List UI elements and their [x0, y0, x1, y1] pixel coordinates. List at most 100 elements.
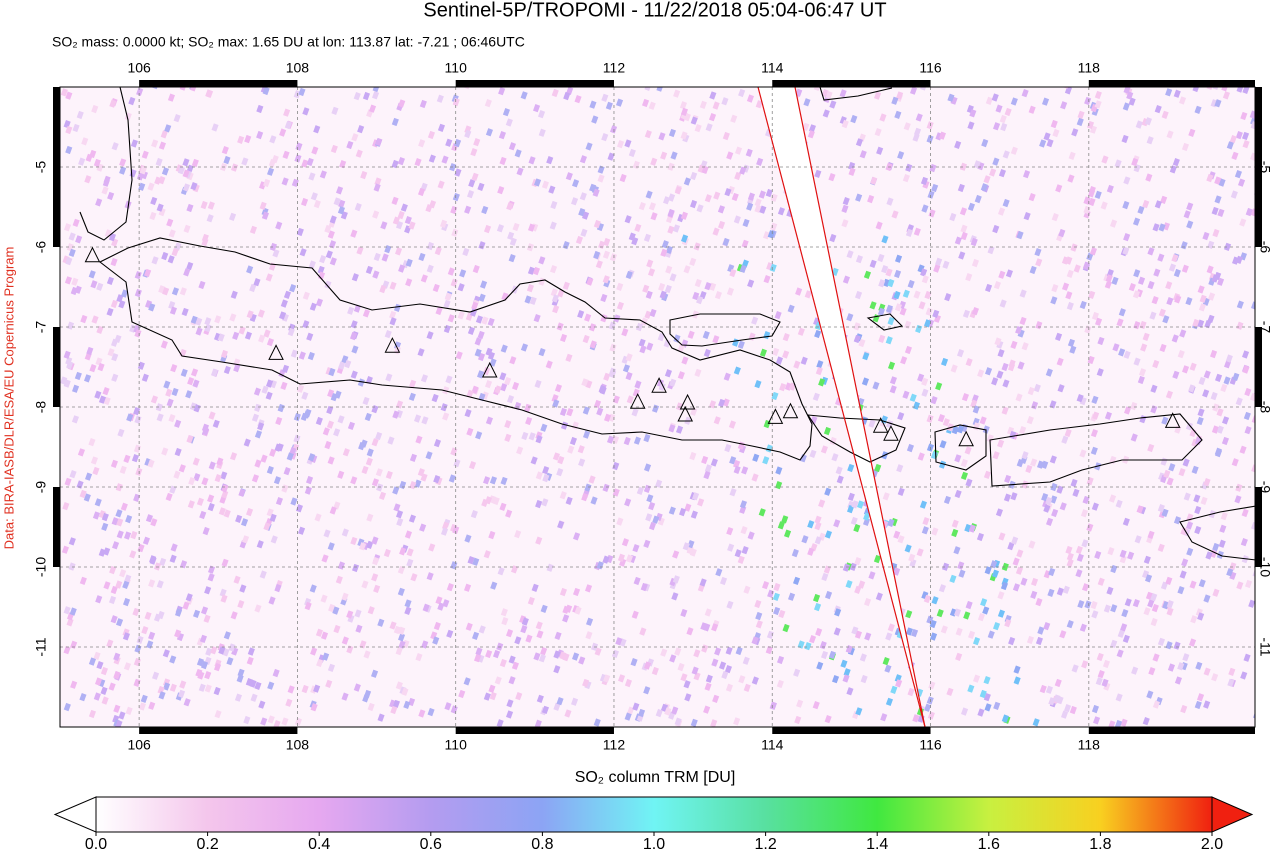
x-tick-label: 114	[761, 737, 784, 753]
so2-pixel	[1203, 370, 1211, 379]
so2-pixel	[1075, 569, 1083, 578]
colorbar-under	[53, 796, 97, 833]
so2-pixel	[230, 452, 238, 461]
so2-pixel	[536, 630, 544, 639]
so2-pixel	[955, 627, 963, 636]
so2-pixel	[1084, 600, 1092, 609]
so2-pixel	[367, 702, 375, 712]
so2-pixel	[453, 459, 461, 468]
so2-pixel	[484, 496, 492, 505]
so2-pixel	[1135, 120, 1143, 129]
so2-pixel	[1039, 139, 1047, 148]
so2-pixel	[113, 652, 121, 661]
so2-pixel	[715, 568, 723, 577]
so2-pixel	[375, 431, 383, 441]
so2-pixel	[1123, 176, 1131, 185]
so2-pixel	[1021, 342, 1029, 351]
so2-pixel	[249, 283, 257, 293]
so2-pixel	[364, 412, 372, 422]
so2-pixel	[150, 395, 158, 404]
so2-pixel	[230, 611, 238, 620]
so2-pixel	[123, 454, 131, 464]
so2-pixel	[239, 584, 247, 593]
so2-pixel	[842, 674, 850, 683]
so2-pixel	[405, 258, 413, 268]
so2-pixel	[230, 290, 238, 299]
so2-pixel	[403, 700, 411, 710]
so2-pixel	[775, 466, 783, 475]
so2-pixel	[79, 576, 87, 586]
so2-pixel	[777, 655, 785, 665]
so2-pixel	[885, 336, 893, 345]
so2-pixel	[855, 138, 863, 147]
so2-pixel	[102, 387, 110, 396]
so2-pixel	[584, 483, 592, 492]
so2-pixel	[474, 337, 482, 346]
so2-pixel	[917, 452, 925, 461]
so2-pixel	[361, 465, 369, 475]
x-tick-label: 112	[603, 737, 626, 753]
colorbar-tick-label: 1.0	[643, 836, 665, 853]
so2-pixel	[426, 572, 434, 581]
so2-pixel	[602, 483, 610, 493]
frame-bar	[1088, 80, 1255, 87]
so2-pixel	[477, 182, 485, 192]
so2-pixel	[915, 113, 923, 122]
so2-pixel	[148, 631, 156, 640]
colorbar-tick-label: 1.2	[754, 836, 776, 853]
so2-pixel	[1173, 268, 1181, 278]
so2-pixel	[103, 581, 111, 590]
so2-pixel	[1143, 555, 1151, 565]
so2-pixel	[1108, 494, 1117, 503]
so2-pixel	[643, 233, 651, 243]
so2-pixel	[246, 265, 254, 274]
so2-pixel	[1094, 100, 1102, 109]
so2-pixel	[133, 493, 141, 503]
x-tick-label: 108	[286, 60, 310, 76]
so2-pixel	[579, 155, 587, 164]
so2-pixel	[444, 702, 452, 711]
so2-pixel	[489, 476, 497, 485]
so2-pixel	[874, 128, 882, 137]
so2-pixel	[1178, 468, 1186, 477]
so2-pixel	[261, 385, 269, 394]
so2-pixel	[396, 517, 404, 527]
so2-pixel	[825, 590, 833, 600]
so2-pixel	[372, 270, 380, 279]
so2-pixel	[991, 569, 999, 578]
so2-pixel	[418, 252, 426, 262]
so2-pixel	[1147, 443, 1155, 453]
so2-pixel	[396, 510, 404, 519]
so2-pixel	[1082, 495, 1090, 505]
so2-pixel	[557, 520, 565, 529]
so2-pixel	[1165, 88, 1173, 97]
so2-pixel	[973, 160, 981, 169]
so2-pixel	[250, 693, 258, 702]
so2-pixel	[846, 250, 854, 259]
so2-pixel	[301, 684, 309, 694]
so2-pixel	[1088, 290, 1096, 300]
x-tick-label: 118	[1078, 60, 1101, 76]
y-tick-label: -9	[33, 481, 49, 494]
so2-pixel	[565, 353, 573, 363]
so2-pixel	[279, 128, 287, 137]
so2-pixel	[323, 529, 331, 538]
so2-pixel	[538, 348, 546, 357]
so2-pixel	[74, 285, 82, 294]
so2-pixel	[1116, 318, 1124, 327]
so2-pixel	[559, 407, 567, 417]
so2-pixel	[366, 513, 374, 522]
so2-pixel	[1153, 268, 1161, 277]
so2-pixel	[1080, 509, 1088, 518]
so2-pixel	[61, 545, 69, 554]
so2-pixel	[680, 131, 688, 140]
so2-pixel	[680, 608, 688, 618]
so2-pixel	[829, 100, 837, 109]
so2-pixel	[1115, 499, 1123, 509]
so2-pixel	[645, 290, 653, 300]
so2-pixel	[610, 125, 618, 134]
so2-pixel	[1010, 97, 1018, 106]
so2-pixel	[302, 320, 310, 329]
so2-pixel	[506, 202, 514, 211]
